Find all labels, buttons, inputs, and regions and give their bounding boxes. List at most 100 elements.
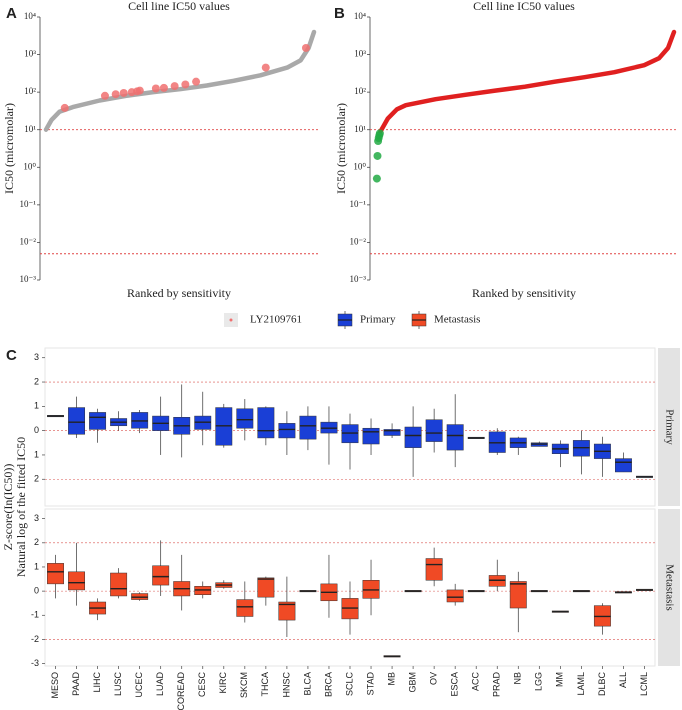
y-axis-label: IC50 (micromolar) bbox=[2, 103, 16, 194]
facet-label: Metastasis bbox=[663, 564, 675, 610]
y-tick-label: 1 bbox=[34, 561, 39, 571]
y-tick-label: 2 bbox=[34, 376, 39, 386]
legend-label: LY2109761 bbox=[250, 314, 302, 326]
x-tick-label: CESC bbox=[197, 672, 207, 698]
x-tick-label: BLCA bbox=[302, 672, 312, 696]
y-tick-label: 10⁻² bbox=[350, 236, 367, 246]
box bbox=[89, 412, 107, 430]
x-tick-label: LGG bbox=[534, 672, 544, 691]
y-tick-label: 3 bbox=[34, 513, 39, 523]
x-tick-label: STAD bbox=[365, 672, 375, 696]
box bbox=[278, 601, 296, 621]
panel-label: B bbox=[334, 5, 345, 22]
box bbox=[68, 407, 86, 435]
legend-label: Primary bbox=[360, 314, 396, 326]
y-tick-label: 10⁻¹ bbox=[20, 199, 37, 209]
box bbox=[278, 423, 296, 439]
highlight-point bbox=[170, 82, 179, 91]
y-tick-label: 10⁻³ bbox=[20, 274, 37, 284]
y-tick-label: 1 bbox=[34, 401, 39, 411]
y-tick-label: -3 bbox=[31, 658, 39, 668]
box bbox=[614, 458, 632, 473]
x-tick-label: NB bbox=[513, 672, 523, 685]
x-axis-label: Ranked by sensitivity bbox=[472, 286, 576, 300]
x-tick-label: SKCM bbox=[239, 672, 249, 698]
y-tick-label: 10⁴ bbox=[354, 11, 366, 21]
y-tick-label: 0 bbox=[34, 425, 39, 435]
y-tick-label: 3 bbox=[34, 352, 39, 362]
y-tick-label: 10⁴ bbox=[24, 11, 36, 21]
box bbox=[152, 565, 170, 586]
x-tick-label: LUSC bbox=[113, 672, 123, 697]
x-tick-label: THCA bbox=[260, 672, 270, 697]
y-tick-label: -1 bbox=[31, 610, 39, 620]
y-tick-label: 1 bbox=[34, 449, 39, 459]
y-tick-label: 10³ bbox=[354, 49, 366, 59]
box bbox=[446, 424, 464, 451]
box bbox=[362, 427, 380, 445]
x-tick-label: ALL bbox=[618, 672, 628, 688]
x-tick-label: MB bbox=[386, 672, 396, 686]
x-tick-label: GBM bbox=[407, 672, 417, 693]
highlight-point bbox=[375, 129, 384, 138]
highlight-point bbox=[181, 80, 190, 89]
y-tick-label: 10⁻² bbox=[20, 236, 37, 246]
highlight-point bbox=[111, 90, 120, 99]
facet-strip bbox=[658, 348, 680, 506]
highlight-point bbox=[100, 91, 109, 100]
box bbox=[68, 571, 86, 591]
panel-label: A bbox=[6, 5, 17, 22]
y-tick-label: 10¹ bbox=[24, 124, 36, 134]
y-axis-label: Natural log of the fitted IC50 bbox=[14, 437, 28, 577]
highlight-point bbox=[135, 86, 144, 95]
y-tick-label: 10³ bbox=[24, 49, 36, 59]
x-tick-label: LAML bbox=[576, 672, 586, 696]
highlight-point bbox=[261, 63, 270, 72]
chart-title: Cell line IC50 values bbox=[128, 0, 230, 13]
box bbox=[446, 589, 464, 603]
x-tick-label: BRCA bbox=[323, 672, 333, 697]
box bbox=[509, 581, 527, 609]
highlight-point bbox=[372, 174, 381, 183]
ranked-curve bbox=[43, 29, 317, 132]
y-tick-label: 10¹ bbox=[354, 124, 366, 134]
x-tick-label: LCML bbox=[639, 672, 649, 696]
y-tick-label: 10⁰ bbox=[23, 161, 36, 171]
x-tick-label: COREAD bbox=[176, 672, 186, 710]
x-tick-label: MM bbox=[555, 672, 565, 687]
x-tick-label: PAAD bbox=[71, 672, 81, 696]
x-tick-label: PRAD bbox=[492, 672, 502, 698]
x-tick-label: ESCA bbox=[450, 672, 460, 697]
box bbox=[257, 577, 275, 598]
y-tick-label: 10⁻¹ bbox=[350, 199, 367, 209]
box bbox=[110, 572, 128, 597]
x-tick-label: SCLC bbox=[344, 672, 354, 697]
highlight-point bbox=[192, 77, 201, 86]
y-tick-label: 10² bbox=[354, 86, 366, 96]
y-axis-label: Z-score(In(IC50)) bbox=[1, 464, 15, 551]
legend-label: Metastasis bbox=[434, 314, 480, 326]
box bbox=[47, 563, 64, 585]
box bbox=[257, 407, 275, 439]
y-tick-label: 10⁰ bbox=[353, 161, 366, 171]
x-tick-label: ACC bbox=[471, 672, 481, 692]
x-tick-label: KIRC bbox=[218, 672, 228, 694]
panel-label: C bbox=[6, 347, 17, 364]
box bbox=[404, 426, 422, 448]
y-tick-label: 10⁻³ bbox=[350, 274, 367, 284]
x-tick-label: MESO bbox=[50, 672, 60, 699]
x-tick-label: UCEC bbox=[134, 672, 144, 698]
x-tick-label: DLBC bbox=[597, 672, 607, 697]
chart-title: Cell line IC50 values bbox=[473, 0, 575, 13]
highlight-point bbox=[60, 103, 69, 112]
y-tick-label: 0 bbox=[34, 585, 39, 595]
highlight-point bbox=[301, 43, 310, 52]
highlight-point bbox=[373, 151, 382, 160]
x-axis-label: Ranked by sensitivity bbox=[127, 286, 231, 300]
y-tick-label: -2 bbox=[31, 634, 39, 644]
box bbox=[425, 558, 443, 581]
y-axis-label: IC50 (micromolar) bbox=[334, 103, 348, 194]
highlight-point bbox=[151, 84, 160, 93]
facet-label: Primary bbox=[663, 409, 675, 445]
